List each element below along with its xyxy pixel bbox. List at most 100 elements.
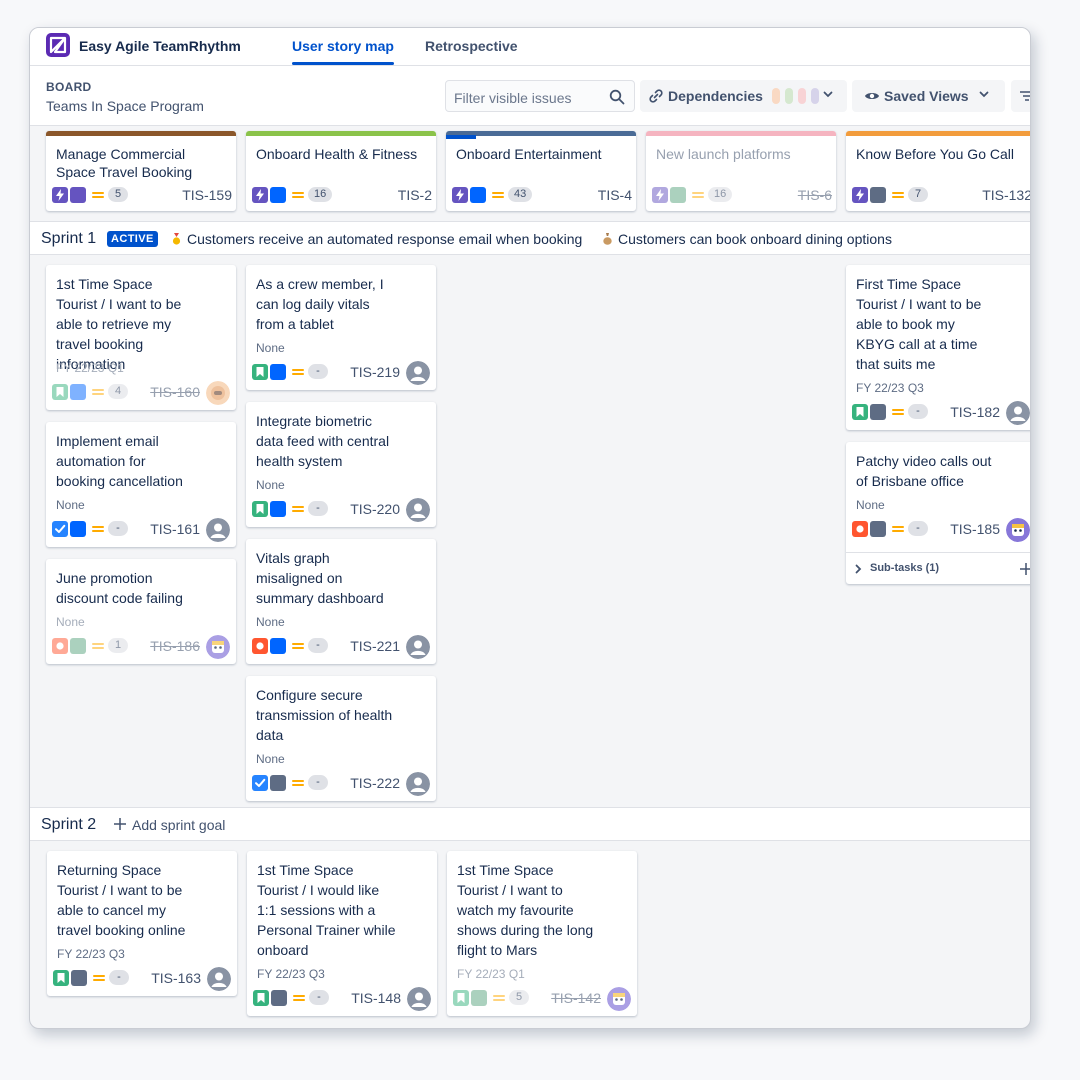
- priority-medium-icon: [692, 190, 704, 200]
- add-subtask-icon[interactable]: [1020, 562, 1030, 580]
- card-meta: None: [256, 752, 285, 766]
- epic-lightning-icon: [52, 187, 68, 203]
- assignee-avatar[interactable]: [1006, 401, 1030, 425]
- epic-card[interactable]: Manage Commercial Space Travel Booking 5 T…: [46, 131, 236, 211]
- estimate-badge: -: [308, 638, 328, 653]
- assignee-avatar[interactable]: [607, 987, 631, 1011]
- estimate-badge: 5: [509, 990, 529, 1005]
- task-checkbox-icon: [52, 521, 68, 537]
- assignee-avatar[interactable]: [406, 498, 430, 522]
- epic-lightning-icon: [652, 187, 668, 203]
- bug-icon: [52, 638, 68, 654]
- issue-card[interactable]: Integrate biometric data feed with centr…: [246, 402, 436, 527]
- assignee-avatar[interactable]: [206, 635, 230, 659]
- epic-footer: 43 TIS-4: [452, 185, 632, 205]
- issue-count-badge: 7: [908, 187, 928, 202]
- card-meta: None: [256, 478, 285, 492]
- filter-lines-icon: [1020, 91, 1030, 101]
- issue-card[interactable]: 1st Time Space Tourist / I want to be ab…: [46, 265, 236, 410]
- epic-card[interactable]: Know Before You Go Call 7 TIS-132: [846, 131, 1031, 211]
- issue-card[interactable]: 1st Time Space Tourist / I want to watch…: [447, 851, 637, 1016]
- issue-key[interactable]: TIS-163: [151, 970, 201, 986]
- story-bookmark-icon: [253, 990, 269, 1006]
- epic-key[interactable]: TIS-2: [397, 187, 432, 203]
- epic-card[interactable]: Onboard Entertainment 43 TIS-4: [446, 131, 636, 211]
- estimate-badge: 1: [108, 638, 128, 653]
- subtasks-toggle[interactable]: Sub-tasks (1): [846, 552, 1030, 584]
- issue-key[interactable]: TIS-185: [950, 521, 1000, 537]
- estimate-badge: -: [109, 970, 129, 985]
- epic-title: New launch platforms: [656, 146, 791, 162]
- eye-icon: [865, 93, 879, 99]
- issue-key[interactable]: TIS-148: [351, 990, 401, 1006]
- dependencies-button[interactable]: Dependencies: [640, 80, 847, 112]
- bug-icon: [252, 638, 268, 654]
- add-sprint-goal-button[interactable]: Add sprint goal: [132, 817, 226, 833]
- issue-card[interactable]: Patchy video calls out of Brisbane offic…: [846, 442, 1030, 584]
- saved-views-button[interactable]: Saved Views: [852, 80, 1005, 112]
- estimate-badge: 4: [108, 384, 128, 399]
- epic-key[interactable]: TIS-159: [182, 187, 232, 203]
- issue-key[interactable]: TIS-182: [950, 404, 1000, 420]
- app-window: Easy Agile TeamRhythm User story map Ret…: [29, 27, 1031, 1029]
- assignee-avatar[interactable]: [207, 967, 231, 991]
- issue-card[interactable]: Implement email automation for booking c…: [46, 422, 236, 547]
- sprint-goal[interactable]: Customers can book onboard dining option…: [618, 231, 892, 247]
- card-title: Configure secure transmission of health …: [256, 687, 393, 743]
- issue-key[interactable]: TIS-221: [350, 638, 400, 654]
- assignee-avatar[interactable]: [206, 518, 230, 542]
- card-meta: None: [256, 615, 285, 629]
- assignee-avatar[interactable]: [1006, 518, 1030, 542]
- issue-card[interactable]: June promotion discount code failing None…: [46, 559, 236, 664]
- epic-lightning-icon: [452, 187, 468, 203]
- issue-card[interactable]: First Time Space Tourist / I want to be …: [846, 265, 1030, 430]
- epic-color-bar: [46, 131, 236, 136]
- epic-color-bar: [446, 131, 636, 136]
- tab-retrospective[interactable]: Retrospective: [425, 38, 518, 54]
- issue-card[interactable]: Configure secure transmission of health …: [246, 676, 436, 801]
- card-meta: None: [856, 498, 885, 512]
- issue-key[interactable]: TIS-160: [150, 384, 200, 400]
- filter-input[interactable]: Filter visible issues: [445, 80, 635, 112]
- issue-card[interactable]: 1st Time Space Tourist / I would like 1:…: [247, 851, 437, 1016]
- issue-card[interactable]: Vitals graph misaligned on summary dashb…: [246, 539, 436, 664]
- priority-medium-icon: [292, 504, 304, 514]
- story-bookmark-icon: [53, 970, 69, 986]
- tab-user-story-map[interactable]: User story map: [292, 38, 394, 54]
- story-bookmark-icon: [52, 384, 68, 400]
- assignee-avatar[interactable]: [406, 361, 430, 385]
- card-meta: FY 22/23 Q3: [856, 381, 924, 395]
- epic-color-icon: [270, 638, 286, 654]
- assignee-avatar[interactable]: [206, 381, 230, 405]
- issue-card[interactable]: As a crew member, I can log daily vitals…: [246, 265, 436, 390]
- assignee-avatar[interactable]: [406, 772, 430, 796]
- link-icon: [649, 89, 663, 103]
- card-title: 1st Time Space Tourist / I want to be ab…: [56, 276, 182, 372]
- card-title: 1st Time Space Tourist / I would like 1:…: [257, 862, 396, 958]
- story-bookmark-icon: [852, 404, 868, 420]
- epic-key[interactable]: TIS-132: [982, 187, 1031, 203]
- issue-card[interactable]: Returning Space Tourist / I want to be a…: [47, 851, 237, 996]
- epic-key[interactable]: TIS-4: [597, 187, 632, 203]
- issue-key[interactable]: TIS-220: [350, 501, 400, 517]
- assignee-avatar[interactable]: [407, 987, 431, 1011]
- issue-key[interactable]: TIS-161: [150, 521, 200, 537]
- issue-key[interactable]: TIS-222: [350, 775, 400, 791]
- sprint-goal[interactable]: Customers receive an automated response …: [187, 231, 583, 247]
- sprint-name: Sprint 2: [41, 816, 97, 833]
- issue-key[interactable]: TIS-142: [551, 990, 601, 1006]
- estimate-badge: -: [108, 521, 128, 536]
- priority-medium-icon: [292, 641, 304, 651]
- epic-key[interactable]: TIS-6: [797, 187, 832, 203]
- assignee-avatar[interactable]: [406, 635, 430, 659]
- epic-color-icon: [70, 187, 86, 203]
- priority-medium-icon: [92, 641, 104, 651]
- priority-medium-icon: [892, 524, 904, 534]
- epic-footer: 16 TIS-2: [252, 185, 432, 205]
- epic-card[interactable]: New launch platforms 16 TIS-6: [646, 131, 836, 211]
- epic-card[interactable]: Onboard Health & Fitness 16 TIS-2: [246, 131, 436, 211]
- issue-key[interactable]: TIS-219: [350, 364, 400, 380]
- priority-medium-icon: [93, 973, 105, 983]
- filter-options-button[interactable]: [1011, 80, 1030, 112]
- issue-key[interactable]: TIS-186: [150, 638, 200, 654]
